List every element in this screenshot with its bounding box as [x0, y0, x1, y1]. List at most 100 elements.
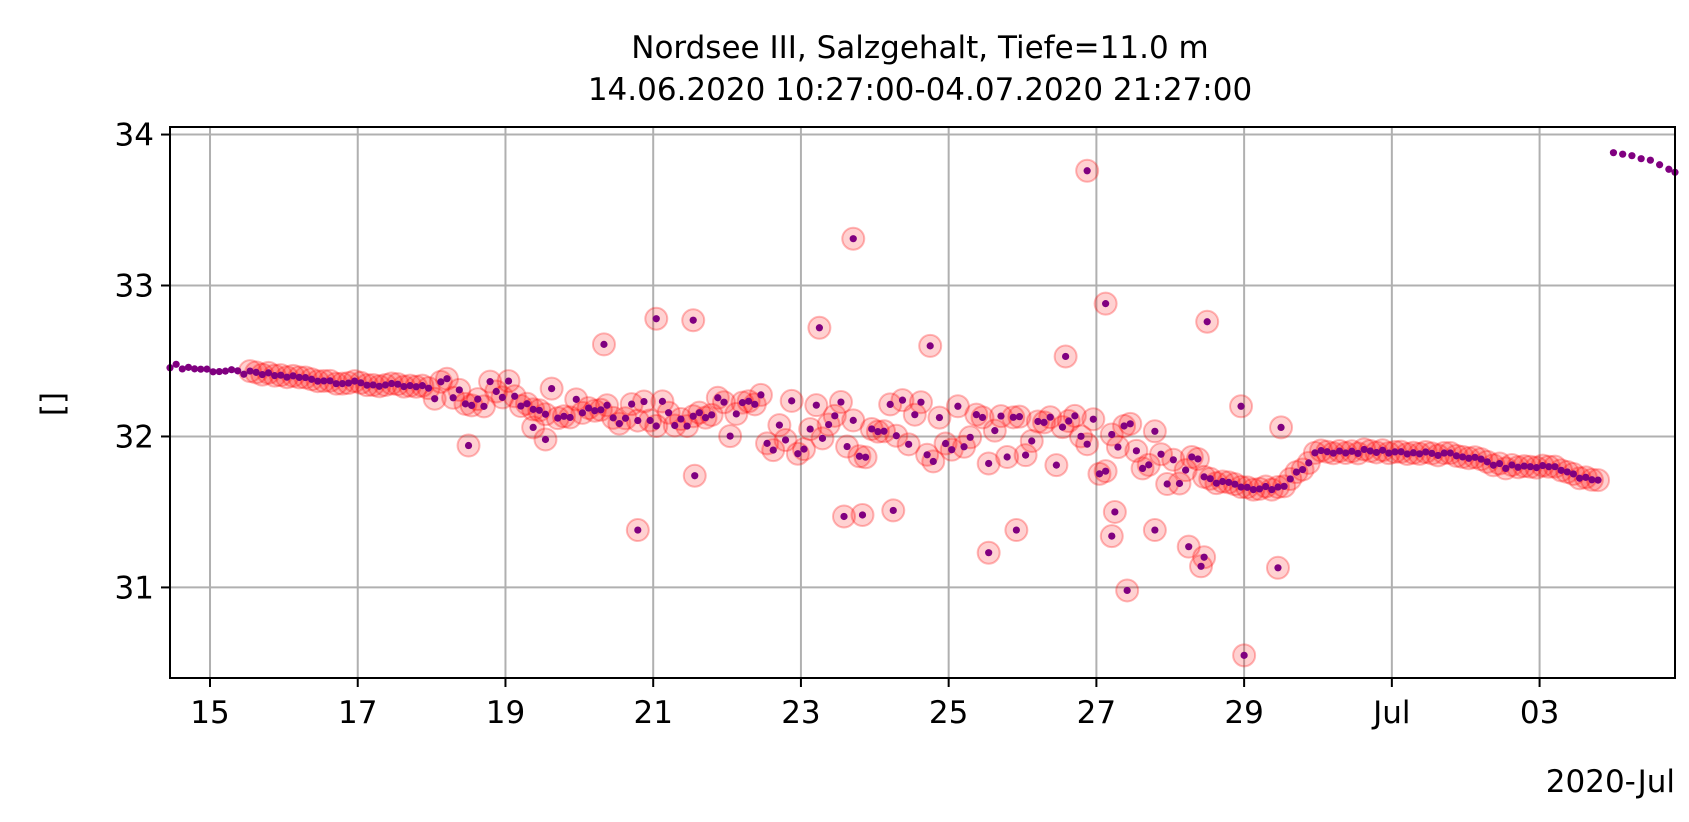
x-tick-label: 17 [338, 695, 377, 731]
data-point [375, 382, 383, 390]
data-point [264, 369, 273, 377]
data-point [1197, 562, 1205, 570]
data-point [1262, 482, 1270, 491]
x-offset-label: 2020-Jul [1546, 764, 1675, 800]
data-point [1237, 483, 1245, 491]
y-axis-label: [] [35, 392, 71, 416]
data-point [246, 367, 254, 375]
data-point [1145, 461, 1153, 469]
data-point [1169, 456, 1177, 464]
data-point [424, 384, 433, 392]
data-point [1348, 447, 1356, 455]
data-point [400, 382, 408, 391]
data-point [1391, 448, 1399, 456]
data-point [523, 400, 531, 408]
data-point [1188, 453, 1196, 461]
data-point [1052, 461, 1060, 469]
data-point [1360, 445, 1368, 454]
data-point [917, 398, 925, 406]
data-point [541, 410, 550, 418]
data-point [1012, 526, 1020, 534]
data-point [751, 400, 759, 408]
data-point [1237, 402, 1245, 410]
data-point [1249, 486, 1257, 494]
data-point [1108, 430, 1116, 439]
data-point [1366, 447, 1374, 455]
data-point [480, 402, 488, 410]
data-point [1342, 449, 1350, 457]
data-point [923, 451, 931, 459]
data-point [443, 375, 451, 383]
data-point [658, 397, 667, 405]
data-point [997, 412, 1005, 420]
data-point [664, 409, 673, 417]
data-point [369, 381, 377, 389]
data-point [837, 398, 845, 406]
data-point [504, 377, 513, 385]
data-point [566, 413, 574, 422]
data-point [1151, 526, 1159, 534]
data-point [600, 340, 608, 348]
data-point [880, 427, 888, 435]
data-point [1046, 413, 1054, 421]
data-point [634, 416, 642, 425]
x-tick-label: 25 [929, 695, 968, 731]
data-point [1274, 483, 1282, 491]
data-point [1665, 165, 1673, 173]
data-point [1114, 443, 1122, 451]
data-point [1428, 449, 1436, 457]
data-point [640, 397, 648, 406]
data-point [326, 377, 334, 385]
data-point [1502, 464, 1510, 473]
data-point [184, 363, 193, 371]
data-point [1274, 564, 1282, 572]
y-tick-label: 33 [115, 269, 154, 305]
data-point [1022, 451, 1030, 459]
data-point [1385, 449, 1393, 457]
data-point [1539, 461, 1547, 470]
data-point [449, 394, 457, 402]
data-point [1489, 461, 1498, 469]
data-point [1292, 468, 1301, 476]
data-point [1483, 458, 1491, 466]
data-point [892, 432, 900, 440]
data-point [634, 526, 642, 534]
data-point [1415, 450, 1424, 458]
data-point [898, 396, 907, 404]
plot-frame [169, 126, 1676, 679]
data-point [1206, 475, 1214, 483]
y-tick-label: 34 [115, 118, 154, 154]
data-point [511, 392, 519, 400]
data-point [554, 414, 562, 422]
data-point [1422, 448, 1430, 456]
data-point [1034, 417, 1042, 426]
data-point [806, 425, 814, 433]
data-point [1532, 464, 1541, 472]
chart-title-line-2: 14.06.2020 10:27:00-04.07.2020 21:27:00 [588, 72, 1252, 108]
data-point [468, 401, 476, 410]
x-tick-label: 29 [1224, 695, 1263, 731]
data-point [874, 428, 882, 436]
data-point [609, 414, 617, 422]
data-point [1311, 449, 1319, 457]
data-point [1628, 152, 1636, 160]
data-point [726, 432, 734, 440]
data-point [529, 423, 537, 432]
data-point [307, 375, 316, 383]
data-point [1575, 474, 1584, 482]
data-point [1557, 466, 1565, 474]
data-point [1354, 449, 1362, 457]
data-point [757, 391, 765, 399]
data-point [1102, 300, 1110, 308]
data-point [691, 472, 699, 480]
data-point [929, 457, 937, 466]
data-point [591, 407, 599, 415]
data-point [1459, 453, 1467, 461]
data-point [652, 315, 660, 323]
data-point [357, 379, 365, 387]
grid [170, 127, 1675, 678]
data-point [1231, 480, 1239, 488]
data-point [1138, 464, 1147, 473]
data-point [1243, 483, 1251, 491]
data-point [172, 360, 180, 368]
